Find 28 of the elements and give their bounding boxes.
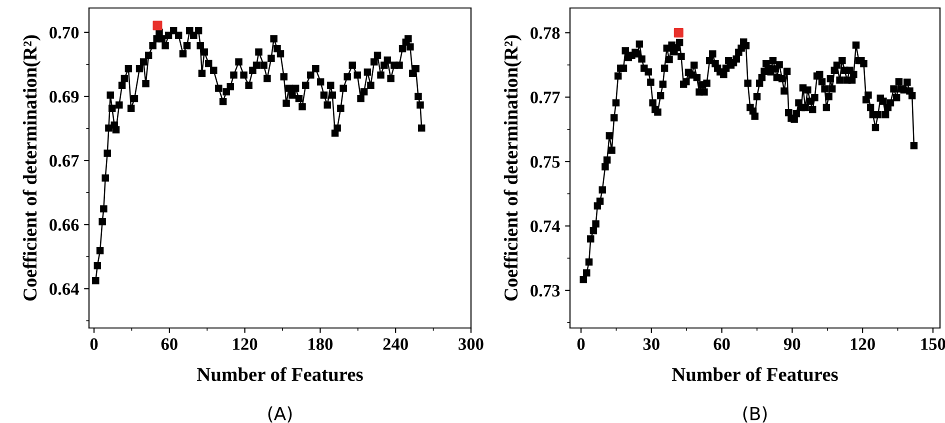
x-tick-label: 120 (233, 338, 258, 350)
y-tick-label: 0.78 (530, 27, 560, 40)
y-tick-label: 0.74 (530, 220, 560, 232)
x-tick-label: 300 (458, 338, 484, 350)
x-tick-label: 60 (714, 338, 730, 350)
y-axis-title: Coefficient of determination(R²) (504, 35, 522, 301)
x-tick-label: 150 (921, 338, 945, 350)
text: (B) (743, 406, 767, 422)
x-tick-label: 90 (784, 338, 800, 350)
x-axis-title: Number of Features (197, 367, 363, 382)
x-tick-label: 30 (643, 338, 660, 350)
y-tick-label: 0.64 (50, 283, 79, 295)
y-tick-label: 0.67 (50, 155, 79, 167)
y-tick-label: 0.75 (530, 156, 560, 168)
y-tick-label: 0.70 (50, 26, 79, 39)
x-tick-label: 0 (90, 338, 98, 350)
x-tick-label: 0 (577, 338, 585, 350)
y-tick-label: 0.73 (530, 284, 560, 297)
y-tick-label: 0.77 (530, 92, 560, 104)
x-axis-title: Number of Features (672, 367, 838, 382)
x-tick-label: 60 (161, 338, 178, 350)
x-tick-label: 240 (383, 338, 408, 350)
y-tick-label: 0.66 (50, 219, 79, 231)
y-axis-title: Coefficient of determination(R²) (22, 35, 41, 301)
text: (A) (268, 406, 292, 422)
x-tick-label: 120 (850, 338, 875, 350)
x-tick-label: 180 (308, 338, 333, 350)
y-tick-label: 0.69 (50, 90, 79, 103)
